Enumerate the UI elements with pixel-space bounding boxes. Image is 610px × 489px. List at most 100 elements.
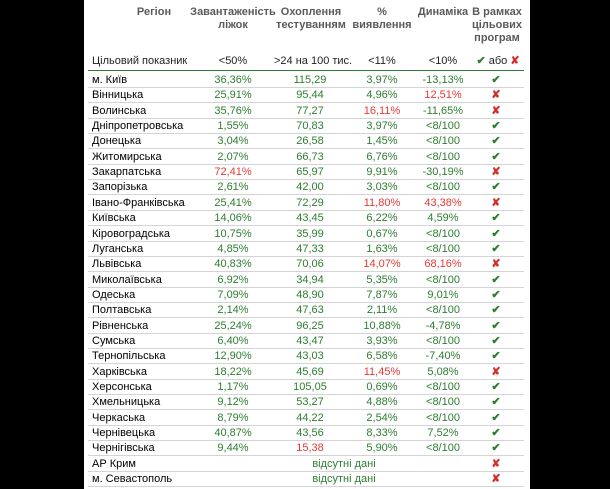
detection-cell: 5,35% bbox=[366, 273, 398, 286]
detection-cell: 7,87% bbox=[366, 288, 398, 301]
row-divider bbox=[88, 409, 524, 411]
region-criteria-table: Регіон Завантаженість ліжок Охоплення те… bbox=[84, 0, 530, 489]
testing-cell: 65,97 bbox=[296, 166, 324, 179]
table-row: Вінницька 25,91% 95,44 4,96% 12,51% ✘ bbox=[84, 88, 530, 104]
detection-cell: 3,03% bbox=[366, 181, 398, 194]
region-name: Запорізька bbox=[92, 181, 148, 194]
dynamics-cell: -30,19% bbox=[422, 166, 464, 179]
table-row: Закарпатська 72,41% 65,97 9,91% -30,19% ✘ bbox=[84, 165, 530, 181]
check-icon: ✔ bbox=[491, 273, 501, 286]
header-beds: Завантаженість ліжок bbox=[190, 6, 276, 31]
row-divider bbox=[88, 194, 524, 196]
detection-cell: 11,45% bbox=[363, 365, 401, 378]
beds-cell: 1,55% bbox=[217, 120, 249, 133]
dynamics-cell: <8/100 bbox=[426, 181, 460, 194]
region-name: Миколаївська bbox=[92, 273, 162, 286]
beds-cell: 40,83% bbox=[214, 258, 252, 271]
row-divider bbox=[88, 117, 524, 119]
target-program: ✔ або ✘ bbox=[470, 54, 526, 69]
header-dynamics: Динаміка bbox=[417, 6, 469, 18]
table-row: Одеська 7,09% 48,90 7,87% 9,01% ✔ bbox=[84, 288, 530, 303]
detection-cell: 4,88% bbox=[366, 396, 398, 409]
row-divider bbox=[88, 102, 524, 104]
dynamics-cell: <8/100 bbox=[426, 304, 460, 317]
check-icon: ✔ bbox=[491, 304, 501, 317]
table-row: Чернівецька 40,87% 43,56 8,33% 7,52% ✔ bbox=[84, 426, 530, 442]
testing-cell: 44,22 bbox=[296, 411, 324, 424]
region-name: Донецька bbox=[92, 135, 142, 148]
dynamics-cell: 4,59% bbox=[427, 212, 459, 225]
table-row: м. Севастополь відсутні дані ✘ bbox=[84, 472, 530, 488]
row-divider bbox=[88, 394, 524, 395]
testing-cell: 26,58 bbox=[296, 135, 324, 148]
dynamics-cell: <8/100 bbox=[426, 396, 460, 409]
detection-cell: 6,76% bbox=[366, 150, 398, 163]
testing-cell: 70,83 bbox=[296, 120, 324, 133]
cross-icon: ✘ bbox=[491, 258, 501, 271]
check-icon: ✔ bbox=[491, 381, 501, 393]
check-icon: ✔ bbox=[491, 120, 501, 133]
check-icon: ✔ bbox=[491, 288, 501, 301]
region-name: Івано-Франківська bbox=[92, 196, 185, 209]
beds-cell: 10,75% bbox=[214, 227, 252, 240]
check-icon: ✔ bbox=[491, 150, 501, 163]
detection-cell: 1,63% bbox=[366, 242, 398, 255]
beds-cell: 2,14% bbox=[217, 304, 249, 317]
beds-cell: 4,85% bbox=[217, 242, 249, 255]
beds-cell: 12,90% bbox=[214, 350, 252, 363]
table-row: м. Київ 36,36% 115,29 3,97% -13,13% ✔ bbox=[84, 73, 530, 88]
dynamics-cell: -11,65% bbox=[422, 104, 464, 117]
detection-cell: 5,90% bbox=[366, 442, 398, 455]
beds-cell: 40,87% bbox=[214, 427, 252, 440]
row-divider bbox=[88, 317, 524, 319]
beds-cell: 14,06% bbox=[214, 212, 252, 225]
row-divider bbox=[88, 363, 524, 365]
dynamics-cell: <8/100 bbox=[426, 381, 460, 393]
dynamics-cell: -4,78% bbox=[425, 319, 461, 332]
table-row: Харківська 18,22% 45,69 11,45% 5,08% ✘ bbox=[84, 365, 530, 380]
cross-icon: ✘ bbox=[491, 166, 501, 179]
row-divider bbox=[88, 301, 524, 303]
detection-cell: 16,11% bbox=[363, 104, 401, 117]
region-name: Вінницька bbox=[92, 89, 144, 102]
check-icon: ✔ bbox=[491, 319, 501, 332]
testing-cell: 47,63 bbox=[296, 304, 324, 317]
detection-cell: 9,91% bbox=[366, 166, 398, 179]
dynamics-cell: -7,40% bbox=[425, 350, 461, 363]
cross-icon: ✘ bbox=[491, 196, 501, 209]
check-icon: ✔ bbox=[491, 135, 501, 148]
check-icon: ✔ bbox=[491, 411, 501, 424]
dynamics-cell: <8/100 bbox=[426, 442, 460, 455]
dynamics-cell: 12,51% bbox=[424, 89, 462, 102]
dynamics-cell: -13,13% bbox=[422, 74, 464, 86]
row-divider bbox=[88, 332, 524, 334]
beds-cell: 9,44% bbox=[217, 442, 249, 455]
row-divider bbox=[88, 209, 524, 211]
detection-cell: 8,33% bbox=[366, 427, 398, 440]
dynamics-cell: <8/100 bbox=[426, 150, 460, 163]
table-row: Кіровоградська 10,75% 35,99 0,67% <8/100 ✔ bbox=[84, 227, 530, 242]
region-name: Львівська bbox=[92, 258, 142, 271]
table-row: Запорізька 2,61% 42,00 3,03% <8/100 ✔ bbox=[84, 180, 530, 196]
row-divider bbox=[88, 347, 524, 349]
testing-cell: 77,27 bbox=[296, 104, 324, 117]
dynamics-cell: 5,08% bbox=[427, 365, 459, 378]
check-icon: ✔ bbox=[476, 55, 486, 67]
detection-cell: 3,97% bbox=[366, 120, 398, 133]
table-row: Дніпропетровська 1,55% 70,83 3,97% <8/100 ✔ bbox=[84, 119, 530, 135]
beds-cell: 2,61% bbox=[217, 181, 249, 194]
region-name: Кіровоградська bbox=[92, 227, 170, 240]
table-row: Луганська 4,85% 47,33 1,63% <8/100 ✔ bbox=[84, 242, 530, 257]
region-name: м. Севастополь bbox=[92, 473, 173, 486]
beds-cell: 72,41% bbox=[214, 166, 252, 179]
check-icon: ✔ bbox=[491, 427, 501, 440]
table-row: Херсонська 1,17% 105,05 0,69% <8/100 ✔ bbox=[84, 380, 530, 395]
beds-cell: 9,12% bbox=[217, 396, 249, 409]
beds-cell: 36,36% bbox=[214, 74, 252, 86]
testing-cell: 43,56 bbox=[296, 427, 324, 440]
no-data-cell: відсутні дані bbox=[312, 457, 376, 470]
testing-cell: 43,47 bbox=[296, 334, 324, 347]
region-name: Тернопільська bbox=[92, 350, 166, 363]
detection-cell: 3,93% bbox=[366, 334, 398, 347]
dynamics-cell: <8/100 bbox=[426, 242, 460, 255]
